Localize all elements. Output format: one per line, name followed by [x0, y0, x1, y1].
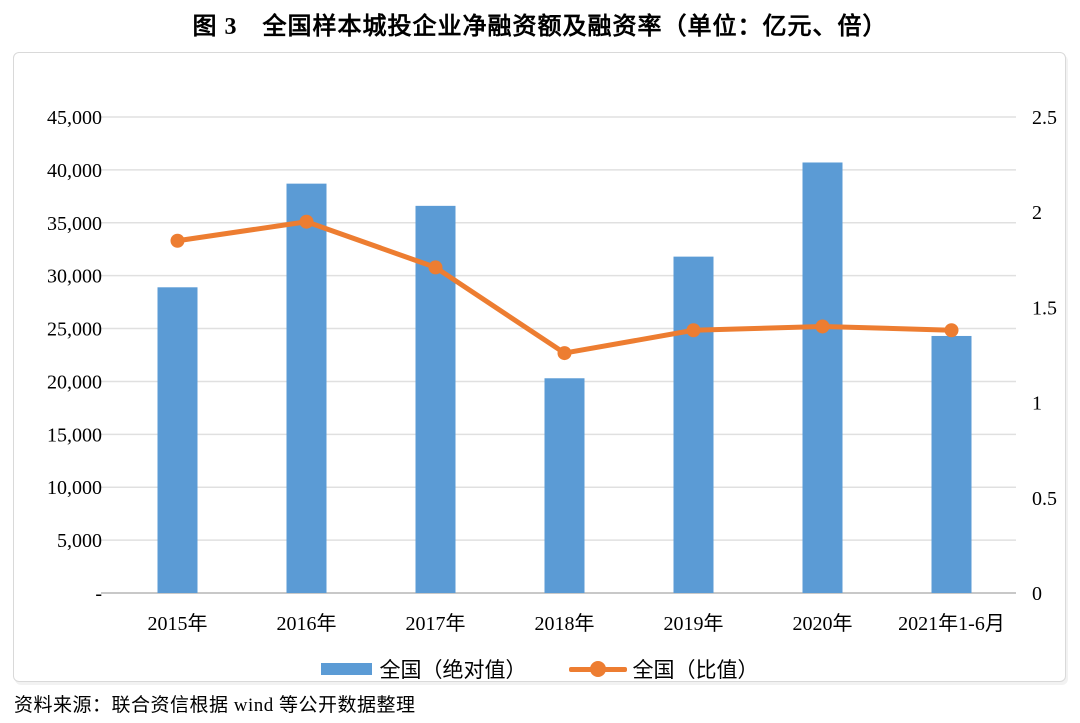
legend-item-line: 全国（比值）	[568, 654, 759, 684]
bar	[544, 378, 585, 593]
left-axis-tick-label: 40,000	[47, 160, 102, 182]
chart-svg: 45,00040,00035,00030,00025,00020,00015,0…	[47, 107, 1057, 635]
bar	[286, 183, 327, 593]
chart-panel: 45,000 40,000 35,000 30,000 25,000 20,000 15,0…	[13, 52, 1066, 682]
figure-title: 图 3 全国样本城投企业净融资额及融资率（单位：亿元、倍）	[192, 14, 888, 40]
x-axis-tick-label: 2020年	[793, 612, 853, 635]
legend-label-line: 全国（比值）	[632, 658, 759, 682]
bar	[931, 335, 972, 593]
right-axis-tick-label: 2.5	[1032, 107, 1057, 129]
left-axis-tick-label: 10,000	[47, 477, 102, 499]
bar-series-swatch	[320, 663, 372, 675]
left-axis-tick-label: 35,000	[47, 213, 102, 235]
left-axis-tick-label: -	[95, 583, 102, 605]
left-axis-tick-label: 30,000	[47, 266, 102, 288]
legend: 全国（绝对值） 全国（比值）	[14, 654, 1065, 684]
line-marker	[428, 260, 443, 275]
left-axis-tick-label: 25,000	[47, 319, 102, 341]
right-axis-tick-label: 2	[1032, 202, 1042, 224]
line-marker	[299, 214, 314, 229]
bar	[802, 162, 843, 593]
bar	[673, 256, 714, 593]
line-marker	[944, 323, 959, 338]
line-marker	[557, 346, 572, 361]
left-axis-tick-label: 5,000	[57, 530, 102, 552]
line-marker	[815, 319, 830, 334]
source-note: 资料来源：联合资信根据 wind 等公开数据整理	[14, 695, 416, 716]
x-axis-tick-label: 2017年	[406, 612, 466, 635]
x-axis-tick-label: 2019年	[664, 612, 724, 635]
x-axis-tick-label: 2015年	[148, 612, 208, 635]
line-swatch-dot-icon	[589, 661, 606, 677]
legend-item-bar: 全国（绝对值）	[320, 654, 527, 684]
x-axis-tick-label: 2018年	[535, 612, 595, 635]
right-axis-tick-label: 0.5	[1032, 488, 1057, 510]
line-marker	[170, 233, 185, 248]
right-axis-tick-label: 1.5	[1032, 297, 1057, 319]
right-axis-tick-label: 1	[1032, 393, 1042, 415]
left-axis-tick-label: 45,000	[47, 107, 102, 129]
legend-label-bar: 全国（绝对值）	[379, 658, 527, 682]
bar	[157, 287, 198, 593]
right-axis-tick-label: 0	[1032, 583, 1042, 605]
left-axis-tick-label: 20,000	[47, 371, 102, 393]
line-series-swatch	[568, 660, 627, 678]
x-axis-tick-label: 2021年1-6月	[898, 612, 1005, 635]
x-axis-tick-label: 2016年	[277, 612, 337, 635]
line-marker	[686, 323, 701, 338]
left-axis-tick-label: 15,000	[47, 424, 102, 446]
